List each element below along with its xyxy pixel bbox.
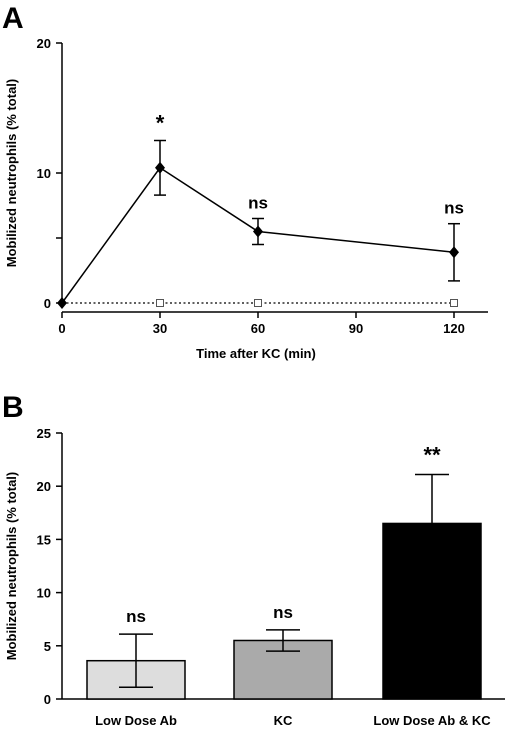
panel-b-y-tick-label-5: 25 bbox=[37, 426, 51, 441]
panel-b-y-tick-label-2: 10 bbox=[37, 586, 51, 601]
panel-a-control-point-1 bbox=[156, 299, 164, 307]
panel-a-y-tick-label-1: 10 bbox=[37, 166, 51, 181]
panel-a-y-label: Mobilized neutrophils (% total) bbox=[4, 79, 19, 268]
panel-b-y-label: Mobilized neutrophils (% total) bbox=[4, 472, 19, 661]
panel-a-x-tick-label-2: 60 bbox=[251, 321, 265, 336]
panel-b-letter: B bbox=[2, 391, 24, 424]
panel-a-kc-point-3 bbox=[449, 246, 459, 259]
panel-a-x-tick-label-1: 30 bbox=[153, 321, 167, 336]
panel-a-y-tick-label-0: 0 bbox=[44, 296, 51, 311]
panel-a-letter: A bbox=[2, 2, 24, 35]
panel-b-annotation-0: ns bbox=[126, 607, 146, 626]
panel-b-y-tick-label-3: 15 bbox=[37, 532, 51, 547]
panel-a-x-tick-label-4: 120 bbox=[443, 321, 465, 336]
panel-b-y-tick-label-4: 20 bbox=[37, 479, 51, 494]
panel-b-category-label-1: KC bbox=[274, 713, 293, 728]
panel-a-kc-point-1 bbox=[155, 161, 165, 174]
panel-a-kc-point-0 bbox=[57, 297, 67, 309]
panel-a-control-point-2 bbox=[254, 299, 262, 307]
panel-a-x-tick-label-0: 0 bbox=[58, 321, 65, 336]
panel-a-annotation-3: ns bbox=[444, 199, 464, 218]
panel-b-y-tick-label-0: 0 bbox=[44, 692, 51, 707]
panel-a-annotation-2: ns bbox=[248, 194, 268, 213]
panel-a-control-point-3 bbox=[450, 299, 458, 307]
panel-b-category-label-0: Low Dose Ab bbox=[95, 713, 177, 728]
panel-a-x-label: Time after KC (min) bbox=[196, 346, 316, 361]
panel-b-category-label-2: Low Dose Ab & KC bbox=[373, 713, 491, 728]
panel-a-chart: Time after KC (min) Mobilized neutrophil… bbox=[4, 36, 488, 361]
panel-b-y-tick-label-1: 5 bbox=[44, 639, 51, 654]
panel-a-annotation-1: * bbox=[156, 111, 165, 136]
panel-b-chart: Mobilized neutrophils (% total) 0 5 10 15 20… bbox=[4, 426, 505, 728]
panel-a-kc-line bbox=[61, 166, 455, 304]
panel-b-annotation-2: ** bbox=[423, 442, 441, 467]
panel-b-annotation-1: ns bbox=[273, 603, 293, 622]
panel-a-y-tick-label-2: 20 bbox=[37, 36, 51, 51]
panel-a-x-tick-label-3: 90 bbox=[349, 321, 363, 336]
panel-a-kc-point-2 bbox=[253, 225, 263, 238]
